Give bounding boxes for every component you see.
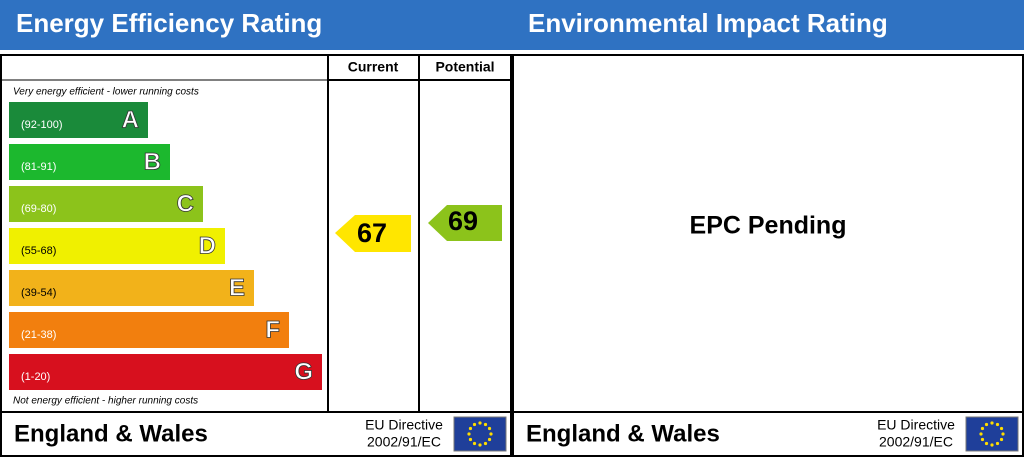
flag-star [980, 426, 985, 431]
band [9, 270, 254, 306]
flag-star [979, 432, 983, 436]
band-letter: C [177, 190, 194, 217]
status: EPC Pending [690, 212, 847, 240]
band-range: (21-38) [21, 329, 56, 341]
flag-star [483, 422, 488, 427]
band [9, 312, 289, 348]
flag-star [990, 421, 994, 425]
flag-star [467, 432, 471, 436]
directive: 2002/91/EC [879, 434, 953, 450]
flag-star [472, 441, 477, 446]
band-range: (39-54) [21, 287, 56, 299]
current-arrow [335, 215, 411, 252]
current-rating: 67 [357, 218, 387, 248]
directive: EU Directive [877, 417, 955, 433]
top-note: Very energy efficient - lower running co… [13, 87, 199, 98]
left-header [0, 0, 512, 50]
eu-flag [965, 416, 1019, 452]
flag-star [980, 437, 985, 442]
flag-star [999, 426, 1004, 431]
band-range: (1-20) [21, 371, 50, 383]
flag-star [489, 432, 493, 436]
band-letter: B [144, 148, 161, 175]
directive: 2002/91/EC [367, 434, 441, 450]
flag-star [478, 421, 482, 425]
band-range: (69-80) [21, 203, 56, 215]
right-frame [512, 54, 1024, 457]
bottom-note: Not energy efficient - higher running co… [13, 396, 198, 407]
right-title: Environmental Impact Rating [528, 8, 888, 38]
column-header: Current [348, 59, 399, 75]
band [9, 102, 148, 138]
column-header: Potential [435, 59, 494, 75]
band-letter: D [199, 232, 216, 259]
directive: EU Directive [365, 417, 443, 433]
flag-star [1001, 432, 1005, 436]
flag-star [984, 422, 989, 427]
flag-star [995, 422, 1000, 427]
flag-star [995, 441, 1000, 446]
flag-star [999, 437, 1004, 442]
region: England & Wales [526, 420, 720, 447]
band-letter: E [229, 274, 245, 301]
flag-star [468, 437, 473, 442]
potential-rating: 69 [448, 206, 478, 236]
flag-star [984, 441, 989, 446]
flag-star [487, 426, 492, 431]
region: England & Wales [14, 420, 208, 447]
band [9, 144, 170, 180]
eu-flag [453, 416, 507, 452]
band-letter: G [294, 358, 313, 385]
flag-star [487, 437, 492, 442]
right-header [512, 0, 1024, 50]
band-range: (55-68) [21, 245, 56, 257]
band [9, 228, 225, 264]
band-range: (81-91) [21, 161, 56, 173]
flag-star [468, 426, 473, 431]
band-range: (92-100) [21, 119, 63, 131]
flag-star [472, 422, 477, 427]
band-letter: A [122, 106, 139, 133]
band [9, 354, 322, 390]
band [9, 186, 203, 222]
flag-star [478, 443, 482, 447]
left-frame [0, 54, 512, 457]
left-title: Energy Efficiency Rating [16, 8, 322, 38]
band-letter: F [265, 316, 280, 343]
flag-star [990, 443, 994, 447]
potential-arrow [428, 205, 502, 241]
flag-star [483, 441, 488, 446]
